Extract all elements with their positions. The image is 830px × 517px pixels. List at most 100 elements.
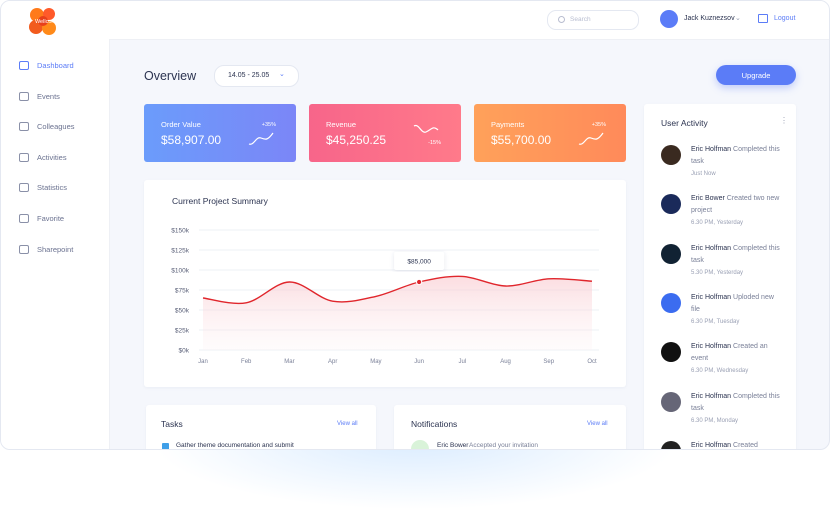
stat-change: +35% [591, 122, 606, 128]
nav-item[interactable]: Colleagues [19, 122, 75, 132]
activity-name: Eric Holfman [691, 146, 732, 153]
upgrade-button[interactable]: Upgrade [716, 65, 796, 85]
x-tick-label: Jul [458, 359, 466, 365]
nav-label: Sharepoint [37, 244, 74, 254]
notifications-card: Notifications View all Eric Bower Accept… [394, 405, 626, 449]
tasks-title: Tasks [161, 419, 183, 429]
stat-card: Order Value $58,907.00 +35% [144, 104, 296, 162]
x-tick-label: Apr [328, 359, 337, 365]
nav-icon [19, 122, 29, 132]
activity-card: User Activity ⋮ Eric Holfman Completed t… [644, 104, 796, 449]
activity-avatar [661, 194, 681, 215]
stat-value: $58,907.00 [161, 133, 222, 147]
activity-action: Completed this task [691, 146, 780, 165]
trend-icon [413, 124, 439, 133]
activity-name: Eric Bower [691, 195, 725, 203]
y-tick-label: $0k [179, 348, 190, 355]
logo[interactable]: Wellcome [27, 7, 71, 37]
notification-text: Accepted your invitation [469, 442, 539, 449]
y-tick-label: $150k [171, 228, 189, 235]
nav-item[interactable]: Activities [19, 152, 67, 162]
nav-item[interactable]: Events [19, 91, 60, 101]
activity-action: Created two new project [691, 195, 780, 215]
tasks-card: Tasks View all Gather theme documentatio… [146, 405, 376, 449]
chart-card: Current Project Summary $0k $25k $50k $75k $… [144, 180, 626, 387]
date-range-text: 14.05 - 25.05 [228, 72, 270, 79]
nav-item[interactable]: Favorite [19, 214, 64, 223]
window: Wellcome Search Jack Kuznezsov ⌄ Logout … [0, 0, 830, 450]
stat-label: Revenue [326, 120, 357, 129]
activity-text: Eric Holfman Uploded new file 6.30 PM, Tu… [691, 292, 783, 328]
overview-title: Overview [144, 69, 197, 83]
top-bar: Wellcome Search Jack Kuznezsov ⌄ Logout [1, 1, 829, 40]
activity-action: Created [733, 441, 758, 449]
trend-icon [248, 132, 274, 145]
activity-action: Completed this task [691, 244, 780, 264]
activity-menu[interactable]: ⋮ [780, 116, 788, 125]
area [203, 276, 592, 350]
activity-time: 6.30 PM, Monday [691, 417, 739, 424]
x-tick-label: May [370, 359, 381, 365]
activity-name: Eric Holfman [691, 244, 732, 252]
notifications-title: Notifications [411, 419, 458, 429]
search-placeholder: Search [570, 16, 591, 23]
activity-time: 6.30 PM, Yesterday [691, 220, 744, 227]
point [416, 278, 423, 286]
logout[interactable]: Logout [774, 15, 796, 22]
task-checkbox[interactable] [162, 443, 169, 449]
activity-time: 5.30 PM, Yesterday [691, 269, 744, 276]
chart-title: Current Project Summary [172, 196, 269, 206]
activity-avatar [661, 145, 681, 165]
x-tick-label: Feb [241, 359, 252, 365]
notifications-view-all[interactable]: View all [587, 421, 608, 427]
x-tick-label: Oct [587, 359, 597, 365]
nav-item[interactable]: Statistics [19, 183, 68, 193]
tasks-view-all[interactable]: View all [337, 421, 358, 427]
nav-label: Events [37, 91, 60, 101]
activity-name: Eric Holfman [691, 343, 732, 351]
activity-action: Created an event [691, 343, 768, 363]
task-text: Gather theme documentation and submit [176, 442, 294, 449]
activity-text: Eric Holfman Completed this task Just Now [691, 144, 783, 180]
logout-icon [758, 14, 768, 23]
stat-change: -15% [428, 140, 441, 146]
activity-action: Completed this task [691, 392, 780, 412]
activity-time: 6.30 PM, Wednesday [691, 368, 749, 375]
nav-item[interactable]: Sharepoint [19, 244, 74, 254]
user-name[interactable]: Jack Kuznezsov [684, 15, 735, 22]
y-tick-label: $50k [175, 308, 190, 315]
date-range[interactable]: 14.05 - 25.05 ⌄ [214, 65, 299, 87]
search-box[interactable]: Search [547, 10, 639, 30]
y-tick-label: $125k [171, 248, 189, 255]
nav-item[interactable]: Dashboard [19, 61, 74, 70]
activity-avatar [661, 440, 681, 449]
activity-name: Eric Holfman [691, 441, 732, 449]
activity-avatar [661, 292, 681, 313]
nav-label: Activities [37, 152, 67, 162]
nav-label: Colleagues [37, 122, 75, 132]
activity-action: Uploded new file [691, 293, 774, 313]
activity-avatar [661, 391, 681, 412]
activity-avatar [661, 243, 681, 264]
x-tick-label: Jan [198, 359, 208, 365]
user-avatar[interactable] [660, 10, 678, 28]
nav-icon [19, 214, 29, 223]
stat-label: Order Value [161, 120, 201, 129]
nav-icon [19, 91, 29, 101]
activity-time: 6.30 PM, Tuesday [691, 318, 740, 325]
activity-avatar [661, 342, 681, 363]
x-tick-label: Jun [414, 359, 424, 365]
nav-label: Dashboard [37, 61, 74, 70]
activity-text: Eric Holfman Completed this task 6.30 PM,… [691, 391, 783, 427]
y-tick-label: $75k [175, 288, 190, 295]
notification-avatar [411, 440, 429, 449]
stat-label: Payments [491, 120, 525, 129]
nav-label: Favorite [37, 214, 65, 223]
x-tick-label: Mar [284, 359, 294, 365]
tooltip-label: $85,000 [407, 259, 431, 266]
activity-name: Eric Holfman [691, 293, 732, 301]
y-tick-label: $100k [171, 268, 189, 275]
nav-icon [19, 244, 29, 254]
nav-label: Statistics [37, 183, 68, 193]
